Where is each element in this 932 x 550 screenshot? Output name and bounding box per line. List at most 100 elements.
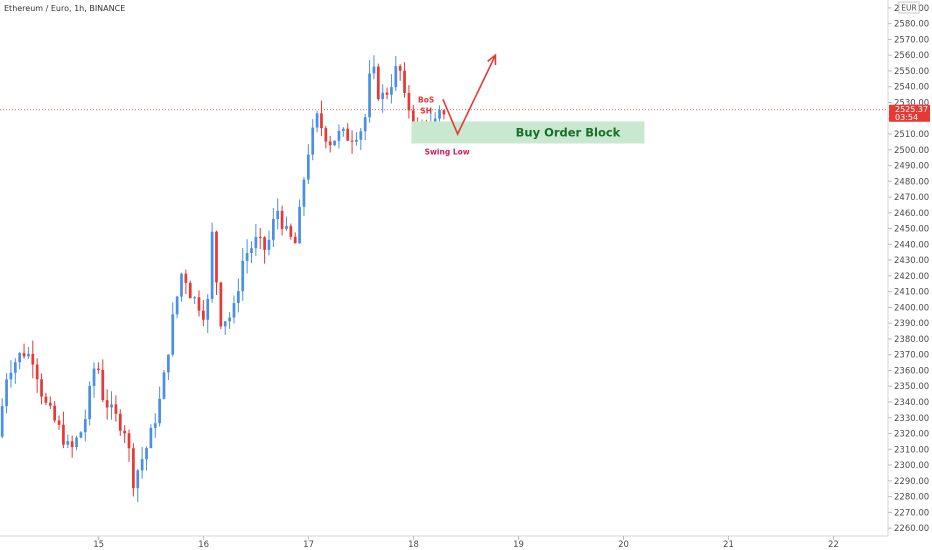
candle-body — [118, 413, 122, 431]
candle-body — [66, 441, 70, 445]
currency-box — [898, 1, 920, 14]
candle-body — [359, 131, 363, 140]
candle-body — [324, 128, 328, 142]
candle-body — [140, 459, 144, 471]
price-tick-label: 2290.00 — [894, 477, 929, 487]
candle-body — [355, 139, 358, 142]
candle-body — [250, 248, 253, 254]
price-tick-label: 2260.00 — [894, 524, 929, 534]
candle-body — [258, 236, 262, 238]
projection-arrow[interactable] — [442, 53, 497, 136]
price-axis: 2260.00 2270.00 2280.00 2290.00 2300.00 2310.… — [888, 4, 929, 534]
candle-body — [53, 405, 57, 421]
candle-body — [167, 354, 170, 373]
candle-body — [175, 296, 179, 315]
candle-body — [5, 379, 8, 407]
time-tick-label: 16 — [198, 540, 209, 550]
time-tick-label: 20 — [618, 540, 629, 550]
candle-body — [57, 420, 61, 425]
swing-high-label: SH — [420, 107, 432, 116]
candle-body — [123, 430, 127, 434]
candle-body — [293, 236, 297, 244]
candle-body — [333, 140, 336, 146]
candle-body — [153, 423, 157, 428]
candle-body — [92, 368, 96, 386]
bar-countdown: 03:54 — [895, 113, 918, 122]
current-price-value: 2525.37 — [895, 105, 928, 114]
time-tick-label: 19 — [513, 540, 524, 550]
candle-body — [210, 231, 214, 299]
candle-body — [44, 396, 48, 403]
price-tick-label: 2380.00 — [894, 335, 929, 345]
candle-body — [254, 236, 258, 249]
candle-body — [320, 113, 323, 129]
candle-body — [180, 273, 183, 297]
current-price-badge — [889, 104, 930, 122]
price-tick-label: 2560.00 — [894, 51, 929, 61]
candle-body — [101, 369, 105, 401]
candle-body — [346, 128, 350, 141]
candle-body — [385, 92, 389, 95]
price-tick-label: 2530.00 — [894, 98, 929, 108]
order-block-label: Buy Order Block — [516, 125, 621, 139]
price-tick-label: 2330.00 — [894, 414, 929, 424]
candle-body — [232, 303, 236, 318]
candle-body — [70, 441, 74, 448]
candle-body — [0, 406, 4, 437]
candle-body — [372, 66, 376, 74]
price-tick-label: 2340.00 — [894, 398, 929, 408]
price-tick-label: 2480.00 — [894, 177, 929, 187]
candle-body — [88, 385, 92, 420]
order-block-zone[interactable] — [411, 121, 645, 144]
candle-body — [241, 260, 245, 292]
price-tick-label: 2300.00 — [894, 461, 929, 471]
time-tick-label: 22 — [828, 540, 839, 550]
candle-body — [105, 400, 109, 408]
candle-body — [289, 225, 293, 237]
time-tick-label: 21 — [723, 540, 734, 550]
candle-body — [315, 113, 319, 128]
candle-body — [110, 404, 113, 408]
price-tick-label: 2390.00 — [894, 319, 929, 329]
candle-body — [158, 398, 161, 424]
candle-body — [411, 110, 415, 125]
price-tick-label: 2360.00 — [894, 366, 929, 376]
candle-body — [363, 117, 367, 132]
candle-body — [9, 372, 13, 380]
price-tick-label: 2550.00 — [894, 67, 929, 77]
candle-body — [350, 140, 354, 142]
candle-body — [285, 225, 288, 229]
candle-body — [280, 210, 284, 229]
candle-body — [149, 427, 153, 449]
candle-body — [13, 362, 17, 373]
candle-body — [193, 297, 196, 299]
candle-body — [48, 402, 52, 406]
price-tick-label: 2500.00 — [894, 146, 929, 156]
candle-body — [394, 66, 398, 88]
buy-order-block[interactable]: Buy Order Block — [411, 121, 645, 144]
candle-body — [145, 448, 148, 460]
candle-body — [403, 70, 406, 93]
candle-body — [127, 433, 131, 449]
candle-body — [197, 297, 201, 311]
price-tick-label: 2310.00 — [894, 445, 929, 455]
candle-body — [376, 66, 380, 100]
candle-body — [438, 110, 441, 119]
candle-body — [62, 424, 65, 445]
candle-body — [202, 310, 205, 320]
swing-low-label: Swing Low — [425, 147, 470, 156]
candle-body — [276, 210, 280, 220]
candle-body — [136, 470, 140, 489]
price-tick-label: 2280.00 — [894, 493, 929, 503]
candle-body — [27, 353, 30, 357]
candle-body — [398, 66, 402, 71]
price-tick-label: 2370.00 — [894, 351, 929, 361]
candle-body — [328, 141, 332, 146]
time-tick-label: 15 — [93, 540, 104, 550]
candle-body — [433, 118, 437, 124]
candle-body — [341, 128, 345, 131]
candle-body — [18, 353, 22, 363]
candle-body — [368, 73, 371, 118]
